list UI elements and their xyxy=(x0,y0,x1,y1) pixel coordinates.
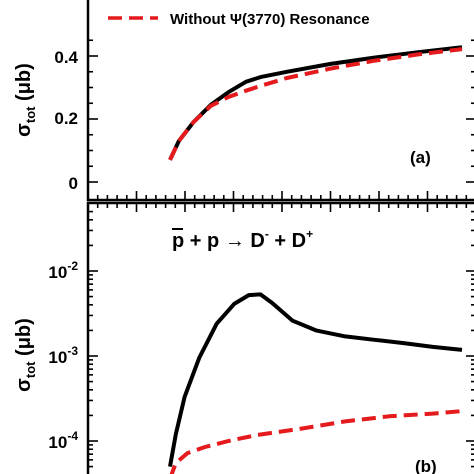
panel-a: 0.4 0.2 0 σtot (μb) Without Ψ(3770) Reso… xyxy=(13,0,474,202)
b-y-axis-label: σtot (μb) xyxy=(13,318,38,392)
a-ytick-0.2: 0.2 xyxy=(54,109,78,128)
panel-a-label: (a) xyxy=(410,148,431,167)
legend-label: Without Ψ(3770) Resonance xyxy=(170,11,370,28)
a-y-axis-label: σtot (μb) xyxy=(13,63,38,137)
panel-a-frame xyxy=(86,0,474,202)
panel-b-series-without-resonance-line xyxy=(169,409,463,474)
b-ytick-1e-3: 10-3 xyxy=(48,344,78,367)
reaction-label: p + p → D- + D+ xyxy=(172,221,313,252)
b-ytick-1e-2: 10-2 xyxy=(48,259,78,282)
b-ytick-1e-4: 10-4 xyxy=(48,429,78,452)
a-ytick-0: 0 xyxy=(69,174,78,193)
panel-a-ticks xyxy=(87,39,474,200)
panel-b: 10-2 10-3 10-4 σtot (μb) p + p → D- + D+… xyxy=(13,201,474,474)
panel-a-series xyxy=(168,45,463,161)
panel-a-series-without-resonance-line xyxy=(168,47,463,161)
panel-b-series-full-line xyxy=(168,292,463,467)
panel-b-label: (b) xyxy=(415,457,437,474)
panel-a-series-full-line xyxy=(168,45,463,161)
panel-b-ticks xyxy=(87,203,474,468)
panel-b-series xyxy=(168,292,463,474)
a-ytick-0.4: 0.4 xyxy=(54,48,78,67)
